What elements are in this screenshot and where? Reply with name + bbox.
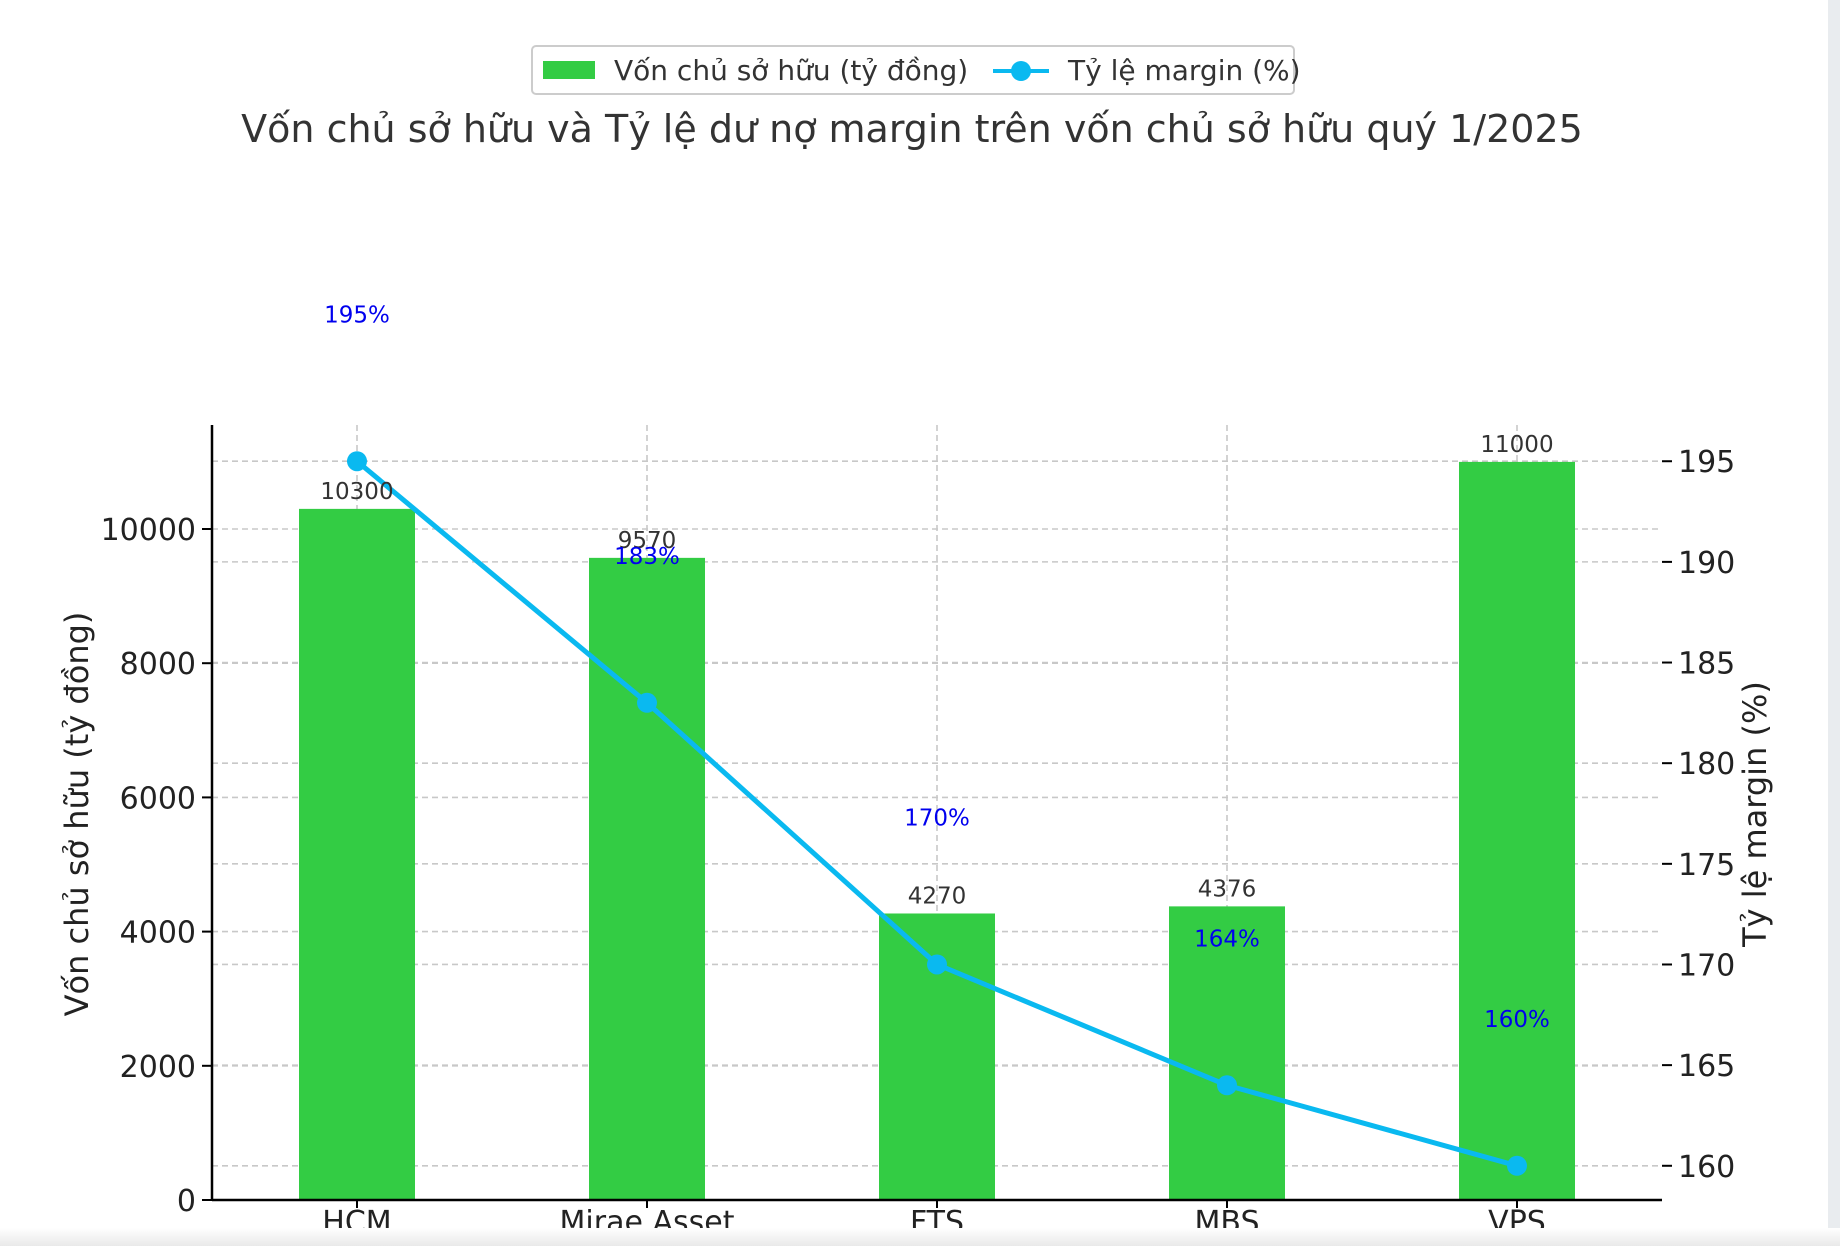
y-tick-right-label: 175 [1678,848,1735,883]
margin-value-label: 160% [1484,1007,1550,1033]
margin-value-label: 183% [614,544,680,570]
y-tick-right-label: 160 [1678,1150,1735,1185]
data-labels: 10300 9570 4270 4376 11000 195% 183% 170% 164% 16… [320,302,1553,1033]
y-tick-right-label: 190 [1678,546,1735,581]
margin-point-0 [347,451,367,472]
margin-line [347,451,1527,1176]
y-tick-right-label: 170 [1678,948,1735,983]
bar-value-label: 4270 [908,883,967,909]
bar-3 [1169,906,1285,1200]
bar-value-label: 10300 [320,479,393,505]
y-tick-right-label: 185 [1678,647,1735,682]
y-tick-left-label: 10000 [101,513,196,548]
bar-0 [299,508,415,1200]
y-axis-left-label: Vốn chủ sở hữu (tỷ đồng) [58,612,96,1017]
bar-value-label: 11000 [1480,432,1553,458]
legend-label-equity: Vốn chủ sở hữu (tỷ đồng) [614,54,968,87]
legend: Vốn chủ sở hữu (tỷ đồng) Tỷ lệ margin (%… [531,45,1301,95]
bar-value-label: 4376 [1198,876,1257,902]
margin-point-4 [1507,1155,1527,1176]
y-tick-left-label: 6000 [120,781,196,816]
y-tick-left-label: 0 [177,1184,196,1219]
y-axis-right-label: Tỷ lệ margin (%) [1736,681,1774,948]
bars [299,461,1575,1200]
y-tick-right-label: 180 [1678,747,1735,782]
window-edge [1828,0,1840,1246]
legend-bar-swatch [543,61,595,79]
window-bottom-edge [0,1228,1840,1246]
y-tick-left-label: 4000 [120,916,196,951]
chart-title: Vốn chủ sở hữu và Tỷ lệ dư nợ margin trê… [241,107,1583,151]
margin-point-2 [927,954,947,975]
legend-frame [531,45,1295,95]
margin-value-label: 164% [1194,926,1260,952]
legend-line-marker [1011,61,1031,81]
margin-point-1 [637,692,657,713]
y-tick-right-label: 165 [1678,1049,1735,1084]
bar-4 [1459,461,1575,1200]
legend-label-margin: Tỷ lệ margin (%) [1067,54,1301,87]
bar-1 [589,557,705,1200]
margin-value-label: 195% [324,302,390,328]
margin-point-3 [1217,1075,1237,1096]
y-tick-left-label: 8000 [120,647,196,682]
y-tick-right-label: 195 [1678,445,1735,480]
bar-value-label: 9570 [618,528,677,554]
y-tick-left-label: 2000 [120,1050,196,1085]
margin-value-label: 170% [904,806,970,832]
